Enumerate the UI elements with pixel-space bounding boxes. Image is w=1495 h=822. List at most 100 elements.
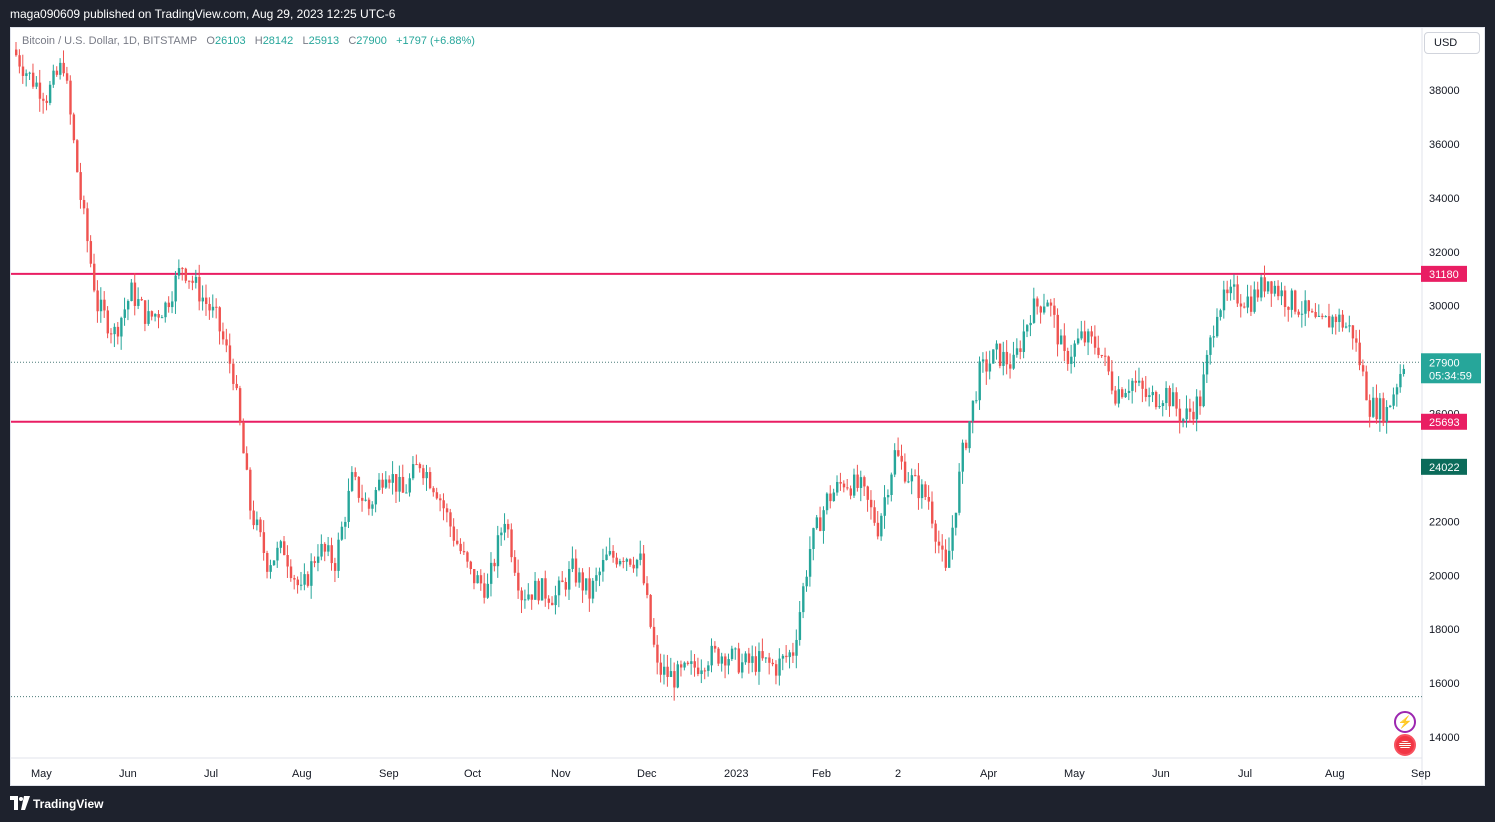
candle-body [493, 562, 496, 567]
candle-body [160, 317, 164, 319]
candle-body [625, 559, 629, 562]
candle-body [825, 493, 829, 511]
candle-body [1110, 371, 1114, 391]
candle-body [496, 535, 500, 567]
candle-body [249, 469, 252, 511]
candle-body [1039, 306, 1042, 313]
candle-body [584, 578, 588, 591]
candle-body [1219, 310, 1222, 317]
candle-body [1216, 316, 1219, 337]
candle-body [384, 479, 388, 488]
x-tick-label: Aug [1325, 768, 1345, 780]
candle-body [1300, 313, 1304, 315]
candle-body [618, 561, 622, 565]
candle-body [1195, 396, 1199, 420]
candle-body [1019, 348, 1022, 352]
candle-body [242, 422, 245, 454]
candle-body [106, 310, 110, 334]
candle-body [1012, 354, 1015, 369]
tradingview-logo-icon[interactable] [10, 796, 30, 810]
candle-body [208, 303, 211, 311]
candle-body [920, 484, 924, 499]
candle-body [1005, 351, 1009, 365]
candle-body [954, 512, 958, 528]
candle-body [520, 590, 523, 601]
candle-body [1137, 380, 1141, 383]
candle-body [1348, 325, 1351, 327]
price-chart[interactable]: 1400016000180002000022000240002600028000… [11, 28, 1484, 785]
candle-body [1263, 277, 1266, 292]
legend-low-value: 25913 [308, 35, 340, 47]
candle-body [188, 280, 191, 282]
candle-body [289, 566, 293, 579]
candle-body [126, 301, 130, 310]
tradingview-brand[interactable]: TradingView [33, 797, 104, 811]
candle-body [191, 280, 194, 283]
candle-body [1178, 408, 1182, 421]
candle-body [883, 497, 886, 516]
x-tick-label: May [31, 768, 52, 780]
chart-area[interactable]: 1400016000180002000022000240002600028000… [10, 27, 1485, 786]
candle-body [893, 450, 897, 475]
candle-body [52, 70, 55, 85]
candle-body [1317, 315, 1321, 317]
candle-body [578, 572, 581, 583]
candle-body [781, 655, 785, 659]
candle-body [432, 488, 435, 493]
candle-body [269, 565, 272, 572]
candle-body [1175, 392, 1178, 409]
candle-body [245, 453, 249, 470]
lightning-icon[interactable]: ⚡ [1394, 711, 1416, 733]
candle-body [568, 568, 571, 590]
candle-body [1324, 316, 1327, 318]
candle-body [1287, 306, 1290, 310]
candle-body [595, 575, 598, 581]
candle-body [1049, 302, 1053, 306]
currency-button[interactable]: USD [1424, 32, 1480, 54]
candle-body [1399, 374, 1402, 388]
candle-body [181, 268, 184, 270]
candle-body [1246, 296, 1249, 308]
candle-body [255, 519, 259, 526]
level-price-tag [1421, 265, 1467, 282]
candle-body [140, 299, 143, 301]
candle-body [1202, 374, 1205, 407]
us-flag-icon[interactable] [1394, 734, 1416, 756]
candle-body [1280, 290, 1283, 297]
candle-body [137, 299, 140, 306]
candle-body [306, 574, 310, 586]
legend-close-label: C [348, 35, 357, 47]
candle-body [1290, 290, 1294, 310]
candle-body [1253, 289, 1256, 312]
candle-body [1131, 380, 1134, 391]
candle-body [194, 276, 198, 283]
candle-body [1090, 331, 1093, 337]
candle-body [971, 400, 975, 422]
candle-body [483, 583, 486, 598]
candle-body [693, 661, 696, 668]
candle-body [1266, 281, 1270, 292]
candle-body [1168, 387, 1171, 407]
candle-body [849, 488, 852, 496]
candle-body [283, 541, 286, 556]
candle-body [890, 474, 893, 495]
candle-body [167, 302, 171, 308]
legend-open-label: O [206, 35, 215, 47]
candle-body [21, 66, 25, 76]
candle-body [333, 563, 337, 571]
candle-body [462, 551, 466, 553]
x-tick-label: Apr [980, 768, 997, 780]
candle-body [924, 484, 927, 497]
candle-body [313, 561, 316, 563]
candle-body [357, 476, 361, 498]
candle-body [65, 73, 69, 81]
candle-body [808, 549, 812, 577]
candle-body [415, 464, 418, 466]
candle-body [802, 586, 805, 613]
candle-body [856, 474, 859, 488]
candle-body [958, 471, 961, 513]
candle-body [344, 521, 347, 527]
candle-body [1026, 325, 1029, 332]
candle-body [679, 664, 683, 668]
y-tick-label: 32000 [1429, 247, 1460, 259]
